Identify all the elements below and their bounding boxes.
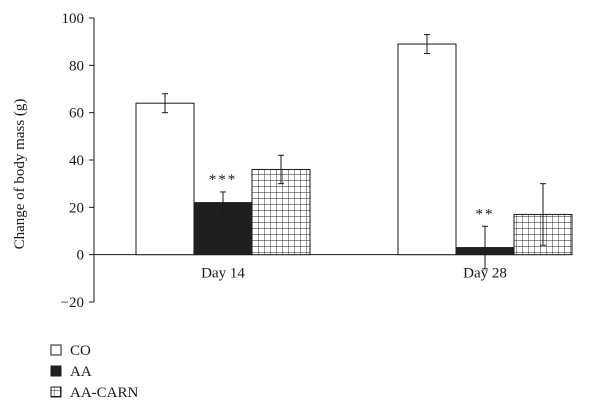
legend-item: AA-CARN bbox=[50, 385, 139, 401]
labels: −20 0 20 40 60 80 100 Change of body mass (g) **… bbox=[12, 11, 507, 311]
bar-co-day-28 bbox=[397, 43, 457, 256]
error-bar bbox=[220, 191, 226, 214]
legend-swatch bbox=[50, 386, 62, 398]
y-axis-title: Change of body mass (g) bbox=[12, 99, 28, 250]
error-bar bbox=[278, 154, 284, 185]
significance-marker: *** bbox=[209, 172, 238, 188]
bars bbox=[135, 43, 573, 256]
error-bar bbox=[162, 93, 168, 114]
legend-label: AA-CARN bbox=[70, 385, 139, 401]
bar-co-day-14 bbox=[135, 102, 195, 256]
error-bar bbox=[424, 34, 430, 54]
y-tick-label: 20 bbox=[69, 200, 84, 216]
error-bar bbox=[540, 183, 546, 246]
x-category-label: Day 28 bbox=[463, 266, 507, 282]
legend: CO AA AA-CARN bbox=[50, 343, 139, 401]
legend-swatch bbox=[50, 344, 62, 356]
legend-label: AA bbox=[70, 364, 92, 380]
legend-item: CO bbox=[50, 343, 91, 359]
legend-item: AA bbox=[50, 364, 92, 380]
error-bars bbox=[162, 34, 546, 270]
legend-swatch bbox=[50, 365, 62, 377]
error-bar bbox=[482, 225, 488, 270]
y-tick-label: −20 bbox=[61, 295, 84, 311]
legend-label: CO bbox=[70, 343, 91, 359]
y-tick-label: 0 bbox=[77, 248, 85, 264]
y-tick-label: 80 bbox=[69, 58, 84, 74]
y-tick-label: 100 bbox=[62, 11, 85, 27]
y-tick-label: 40 bbox=[69, 153, 84, 169]
x-category-label: Day 14 bbox=[201, 266, 245, 282]
significance-marker: ** bbox=[476, 206, 495, 222]
y-tick-label: 60 bbox=[69, 106, 84, 122]
